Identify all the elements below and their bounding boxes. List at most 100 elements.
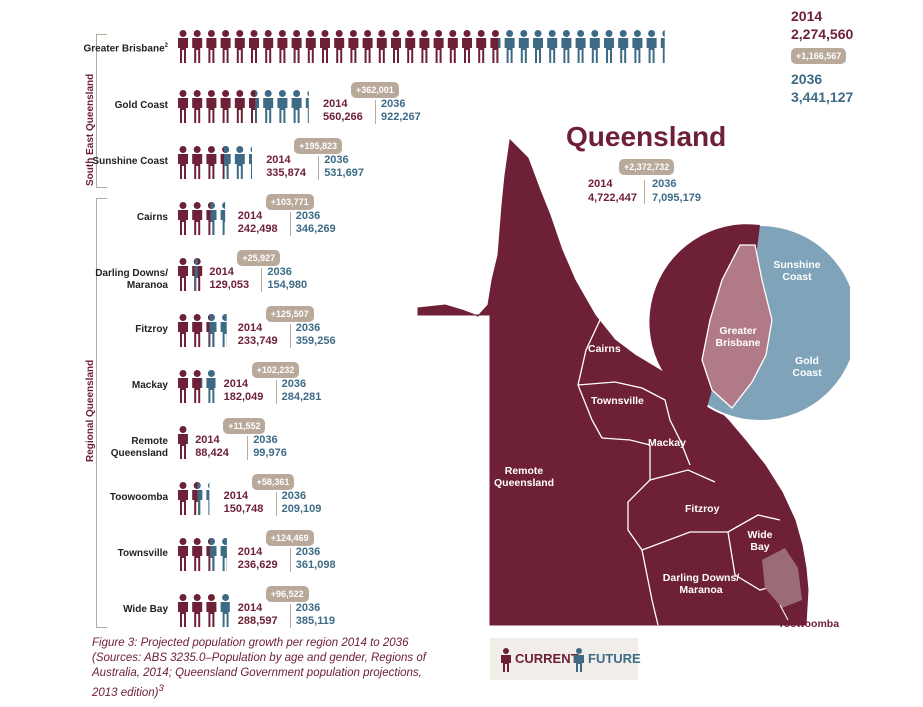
region-2014-value: 88,424: [195, 447, 229, 459]
person-icon-current: [476, 30, 487, 63]
region-name-text: Greater Brisbane: [83, 43, 165, 55]
region-2036-value: 922,267: [381, 111, 421, 123]
region-2036-value: 531,697: [324, 167, 364, 179]
region-year-divider: [289, 604, 291, 628]
person-icon-current: [178, 370, 188, 403]
qld-2036-value: 7,095,179: [652, 192, 701, 204]
region-year-divider: [275, 492, 277, 516]
legend-future-label: FUTURE: [588, 651, 641, 666]
person-icon-future: [632, 30, 643, 63]
caption-text: Figure 3: Projected population growth pe…: [92, 637, 426, 699]
brisbane-2036-value: 3,441,127: [791, 89, 854, 105]
inset-label-greater-brisbane: Greater Brisbane: [715, 325, 761, 349]
person-icon-current: [178, 314, 188, 347]
region-2014-year: 2014: [323, 98, 348, 110]
region-2036-year: 2036: [295, 322, 321, 334]
region-2036-value: 359,256: [295, 335, 336, 347]
person-icon-future: [646, 30, 657, 63]
region-2014-year: 2014: [223, 378, 249, 390]
person-icon-current: [178, 594, 188, 627]
person-icon-partial: [206, 538, 217, 571]
region-year-divider: [318, 156, 320, 180]
qld-2036-year: 2036: [652, 178, 677, 190]
map-label-darling-downs: Darling Downs/ Maranoa: [662, 572, 740, 596]
region-name: Townsville: [76, 548, 168, 560]
group-label-seq: South East Queensland: [85, 73, 96, 186]
legend: CURRENT FUTURE: [490, 638, 641, 680]
region-change-badge: +58,361: [251, 474, 295, 490]
person-icon-current: [192, 90, 203, 123]
qld-change-badge: +2,372,732: [619, 159, 675, 175]
person-icon-current: [192, 30, 203, 63]
person-icon-current: [178, 30, 188, 63]
person-icon-future: [547, 30, 558, 63]
region-2036-year: 2036: [281, 490, 307, 502]
region-year-divider: [289, 212, 291, 236]
person-icon-current: [433, 30, 444, 63]
person-icon-future: [206, 370, 216, 403]
person-icon-current: [391, 30, 401, 63]
region-2036-year: 2036: [295, 602, 321, 614]
region-name: Greater Brisbane2: [76, 40, 169, 55]
person-icon-future: [660, 30, 665, 63]
region-name: Remote Queensland: [76, 436, 168, 460]
region-change-badge: +195,823: [294, 138, 342, 154]
region-2036-value: 361,098: [295, 559, 336, 571]
person-icon-current: [277, 30, 288, 63]
person-icon-current: [334, 30, 345, 63]
person-icon-current: [178, 538, 188, 571]
region-2036-year: 2036: [324, 154, 349, 166]
region-pictogram: [178, 482, 210, 515]
region-2036-year: 2036: [381, 98, 406, 110]
region-boundaries: [577, 319, 791, 626]
region-2014-year: 2014: [237, 546, 263, 558]
region-year-divider: [261, 268, 263, 292]
person-icon-future: [220, 314, 227, 347]
region-2036-value: 346,269: [295, 223, 336, 235]
region-name-text: Sunshine Coast: [92, 156, 168, 167]
person-icon-partial: [490, 30, 501, 63]
region-year-divider: [289, 548, 291, 572]
map-label-townsville: Townsville: [591, 395, 644, 407]
person-icon-current: [206, 146, 217, 179]
region-2014-year: 2014: [237, 322, 263, 334]
person-icon-current: [192, 202, 203, 235]
region-2014-year: 2014: [237, 210, 263, 222]
person-icon-future: [220, 202, 226, 235]
person-icon-partial: [249, 90, 259, 123]
region-2014-year: 2014: [237, 602, 263, 614]
person-icon-current: [419, 30, 430, 63]
person-icon-future: [291, 90, 302, 123]
map-label-cairns: Cairns: [588, 343, 621, 355]
region-2036-year: 2036: [295, 210, 321, 222]
map-label-remote-queensland: Remote Queensland: [494, 465, 555, 489]
person-icon-current: [263, 30, 274, 63]
person-icon-current: [249, 30, 259, 63]
region-2036-value: 209,109: [281, 503, 322, 515]
caption-footnote: 3: [158, 683, 164, 694]
person-icon-future: [575, 30, 586, 63]
region-change-badge: +96,522: [265, 586, 309, 602]
person-icon-current: [220, 90, 231, 123]
legend-current-icon: [501, 648, 511, 672]
person-icon-future: [220, 594, 230, 627]
person-icon-current: [405, 30, 416, 63]
map-label-wide-bay: Wide Bay: [747, 529, 773, 553]
region-2014-value: 560,266: [323, 111, 363, 123]
region-name-text: Gold Coast: [114, 100, 168, 111]
person-icon-future: [589, 30, 600, 63]
person-icon-current: [234, 30, 245, 63]
region-name: Cairns: [76, 212, 168, 224]
region-name-text: Remote Queensland: [110, 436, 168, 459]
region-2036-year: 2036: [267, 266, 292, 278]
person-icon-current: [362, 30, 373, 63]
person-icon-current: [192, 538, 203, 571]
brisbane-2014-year: 2014: [791, 8, 823, 24]
region-change-badge: +102,232: [251, 362, 300, 378]
person-icon-current: [206, 90, 217, 123]
region-year-divider: [275, 380, 277, 404]
region-2036-year: 2036: [281, 378, 307, 390]
region-2036-value: 154,980: [267, 279, 308, 291]
region-name-text: Fitzroy: [135, 324, 168, 335]
region-change-badge: +124,469: [265, 530, 314, 546]
